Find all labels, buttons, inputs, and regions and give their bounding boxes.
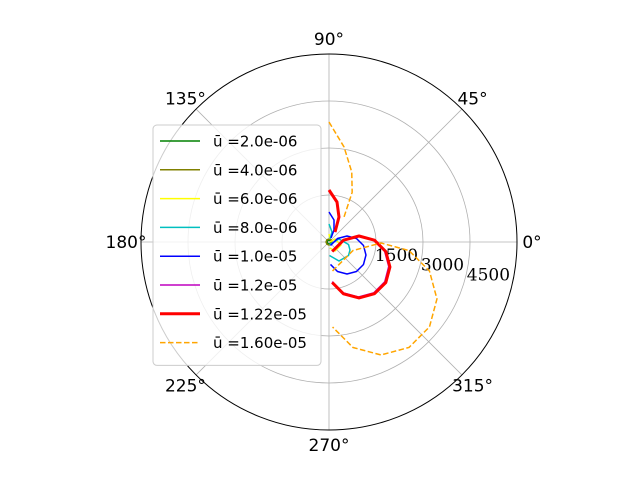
theta-tick-label: 315° [452,377,493,397]
legend: ū =2.0e-06 ū =4.0e-06 ū =6.0e-06 ū =8.0e-06… [152,124,322,366]
legend-label: ū =8.0e-06 [213,219,297,237]
theta-tick-label: 0° [522,233,541,253]
series-line [328,223,351,262]
legend-label: ū =1.60e-05 [213,334,307,352]
theta-tick-label: 90° [314,30,344,50]
polar-frame [140,53,518,431]
r-tick-label: 4500 [467,265,510,285]
theta-tick-label: 180° [106,233,147,253]
grid-spoke [328,108,463,243]
legend-label: ū =6.0e-06 [213,190,297,208]
series-line [328,211,367,275]
theta-tick-label: 270° [309,436,350,456]
legend-label: ū =2.0e-06 [213,133,297,151]
legend-label: ū =1.0e-05 [213,248,297,266]
legend-box [152,124,322,366]
theta-tick-label: 225° [165,377,206,397]
theta-tick-label: 135° [165,89,206,109]
legend-label: ū =1.22e-05 [213,305,307,323]
series-line [328,121,438,356]
legend-label: ū =1.2e-05 [213,277,297,295]
grid-spoke [328,241,463,376]
theta-tick-label: 45° [457,89,487,109]
series-line [327,189,392,300]
r-tick-label: 3000 [421,256,464,276]
legend-label: ū =4.0e-06 [213,161,297,179]
